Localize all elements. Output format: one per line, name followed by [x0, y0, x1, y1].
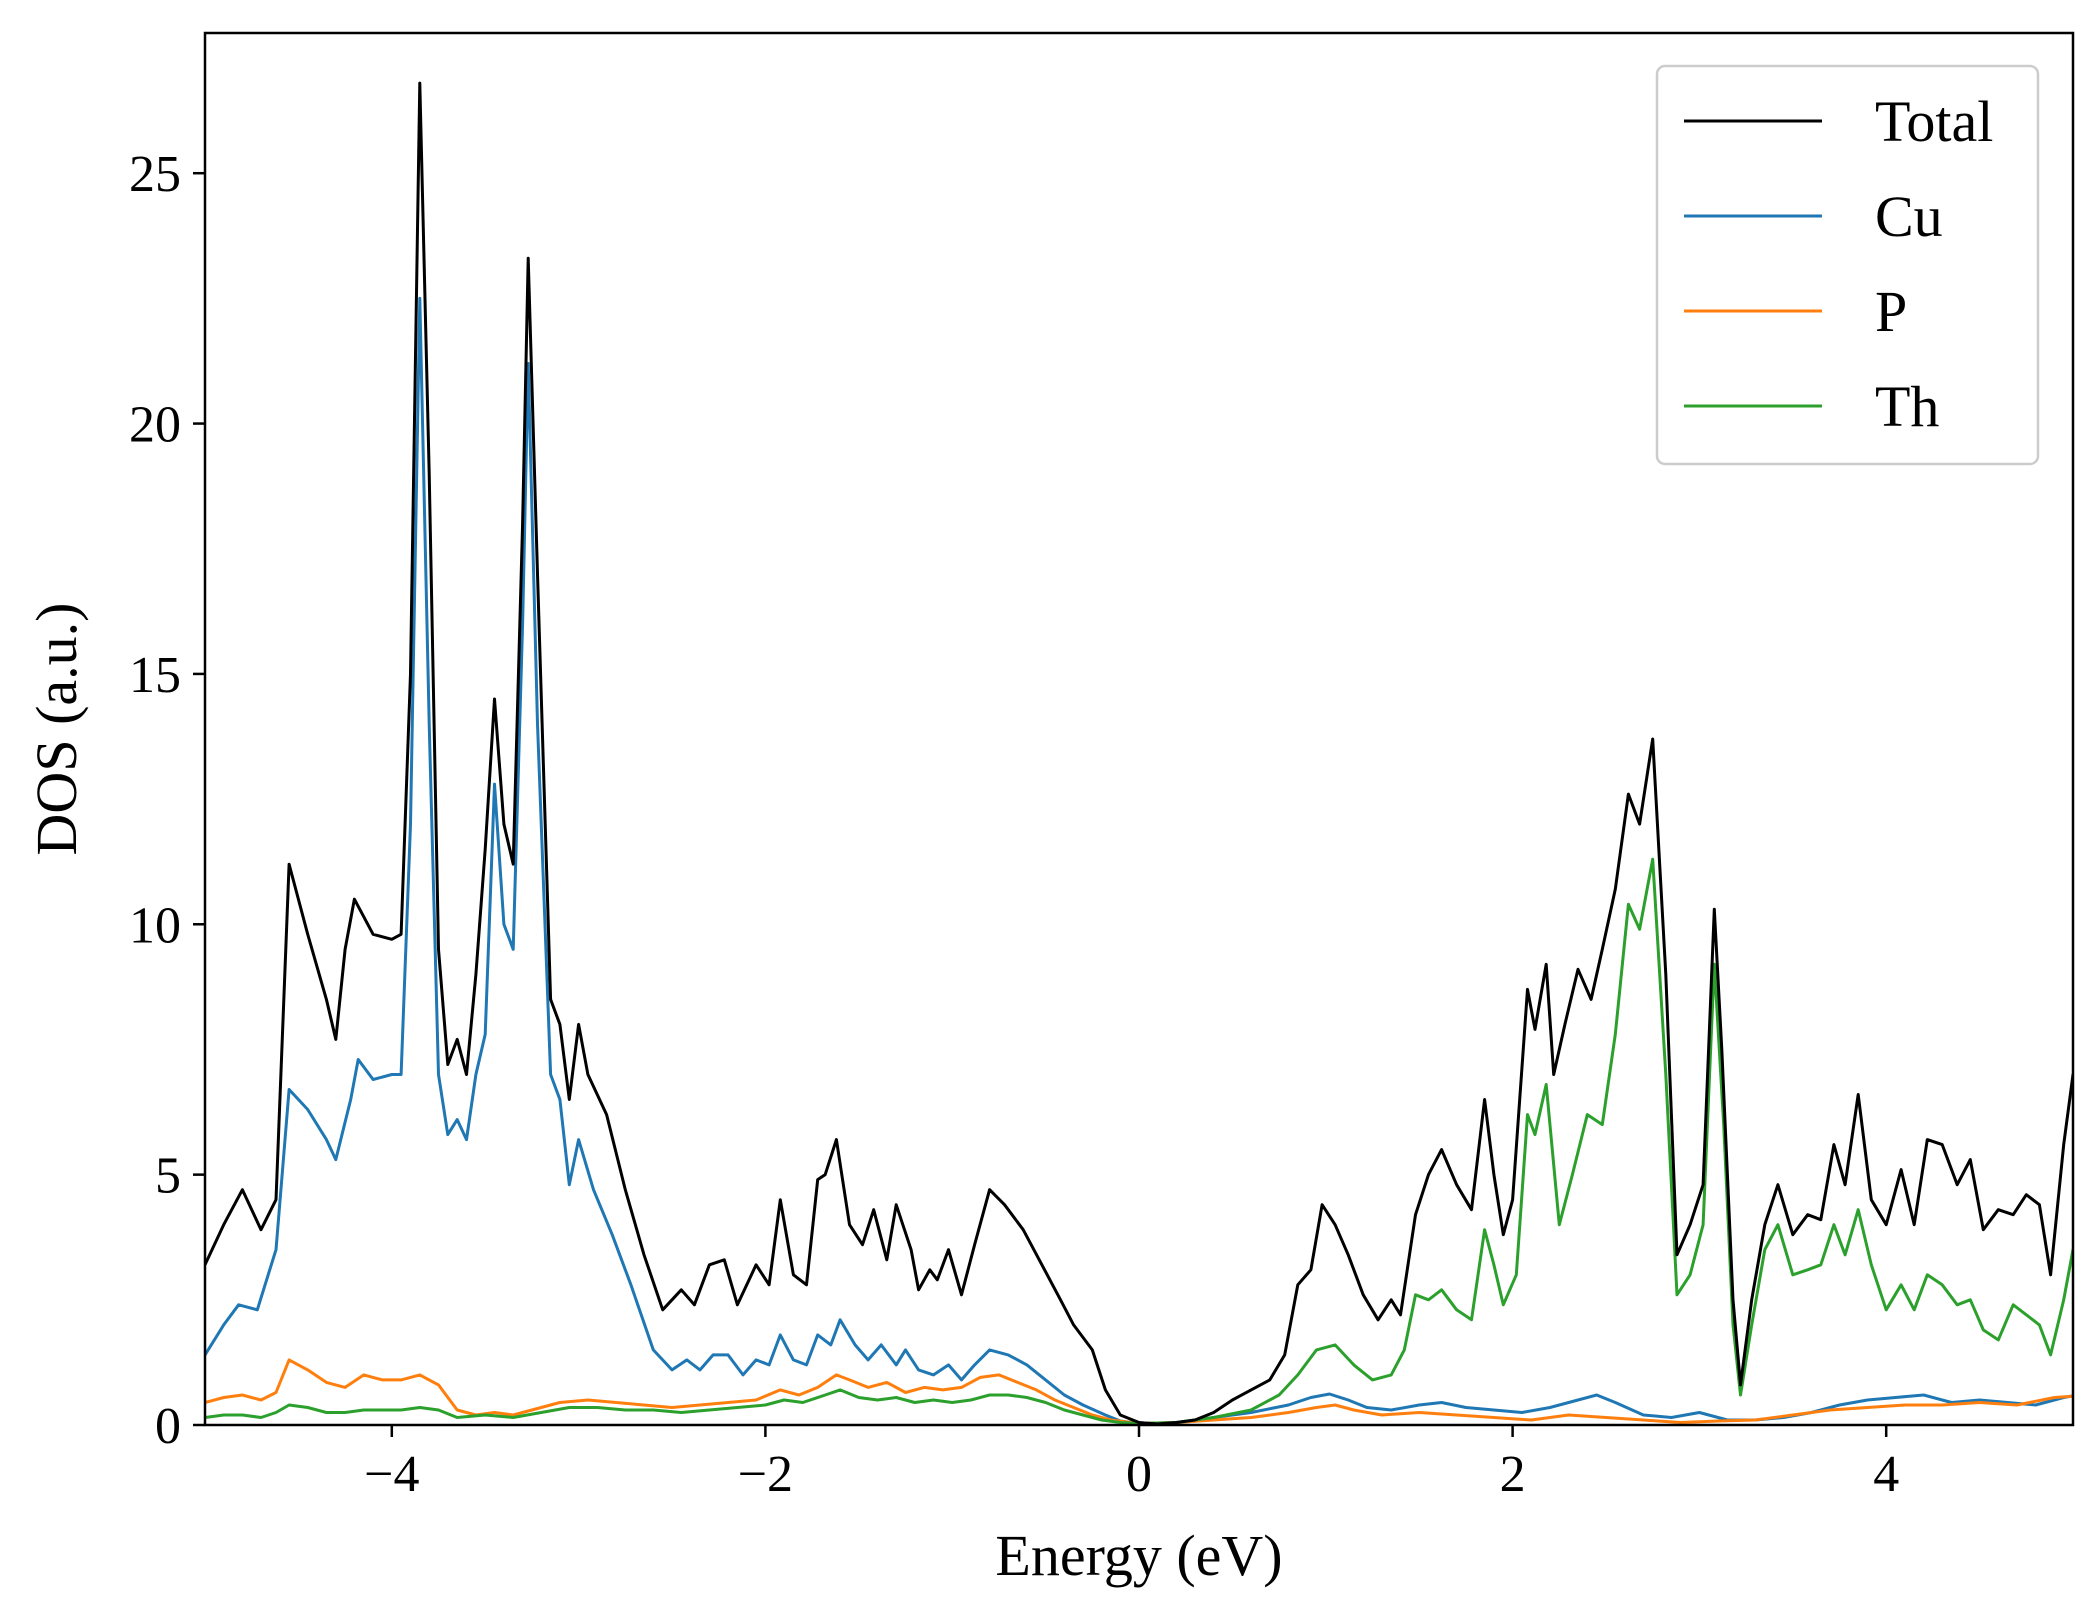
x-axis: −4 −2 0 2 4 [364, 1425, 1899, 1503]
y-tick-label: 20 [129, 397, 181, 454]
series-line-total [205, 81, 2073, 1425]
legend-label-cu: Cu [1875, 184, 1943, 249]
series-line-p [205, 1358, 2073, 1425]
y-axis-label: DOS (a.u.) [24, 603, 89, 856]
x-tick-label: 2 [1500, 1446, 1526, 1503]
series-line-cu [205, 296, 2073, 1425]
x-tick-label: −2 [738, 1446, 793, 1503]
y-axis: 0 5 10 15 20 25 [129, 146, 205, 1455]
legend-label-th: Th [1875, 374, 1939, 439]
series-layer [205, 81, 2073, 1425]
legend: Total Cu P Th [1655, 64, 2040, 466]
x-axis-label: Energy (eV) [995, 1523, 1282, 1588]
y-tick-label: 25 [129, 146, 181, 203]
y-tick-label: 5 [155, 1148, 181, 1205]
x-tick-label: 4 [1873, 1446, 1899, 1503]
legend-box [1655, 64, 2040, 466]
series-line-th [205, 857, 2073, 1425]
legend-label-p: P [1875, 279, 1907, 344]
legend-label-total: Total [1875, 89, 1993, 154]
x-tick-label: 0 [1126, 1446, 1152, 1503]
x-tick-label: −4 [364, 1446, 419, 1503]
y-tick-label: 15 [129, 647, 181, 704]
y-tick-label: 10 [129, 897, 181, 954]
y-tick-label: 0 [155, 1398, 181, 1455]
